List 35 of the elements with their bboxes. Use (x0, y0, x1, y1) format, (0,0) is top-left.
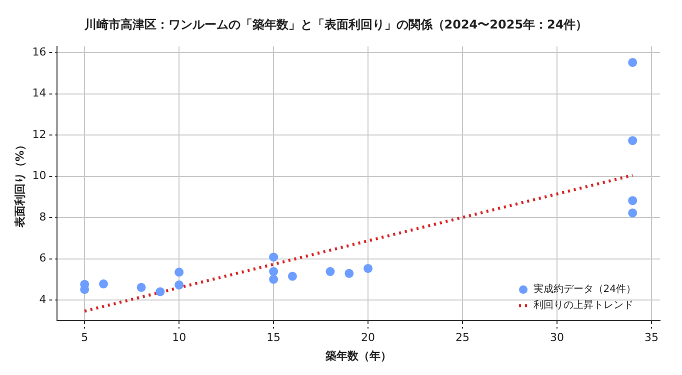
x-axis-title: 築年数（年） (324, 349, 392, 362)
point (269, 274, 278, 284)
point (98, 279, 108, 288)
y-tick-label: 12 (32, 128, 46, 141)
legend-label: 実成約データ（24件） (533, 283, 636, 296)
point (326, 267, 335, 276)
chart-title: 川崎市高津区：ワンルームの「築年数」と「表面利回り」の関係（2024〜2025年：24件） (83, 17, 588, 32)
point (156, 287, 165, 296)
point (628, 208, 638, 218)
y-axis-title: 表面利回り（%） (13, 139, 26, 229)
y-tick-label: 10 (32, 169, 46, 182)
y-tick-label: 8 (39, 210, 46, 224)
y-tick-label: 16 (32, 45, 46, 58)
y-tick-label: 6 (39, 252, 46, 265)
point (269, 267, 278, 276)
point (288, 272, 297, 281)
point (628, 136, 638, 146)
point (628, 196, 638, 206)
x-tick-label: 15 (266, 331, 281, 344)
x-tick-label: 35 (644, 331, 658, 344)
point (269, 252, 278, 262)
point (364, 264, 373, 273)
legend-label: 利回りの上昇トレンド (533, 299, 634, 312)
x-tick-label: 10 (172, 331, 186, 344)
y-tick-label: 4 (39, 292, 46, 306)
x-tick-label: 25 (456, 331, 470, 344)
point (628, 58, 638, 67)
x-tick-label: 5 (81, 331, 88, 344)
point (174, 268, 184, 277)
point (136, 282, 146, 292)
x-tick-label: 30 (550, 331, 564, 344)
x-tick-label: 20 (361, 331, 376, 344)
point (174, 280, 184, 290)
y-tick-label: 14 (32, 86, 46, 100)
point (344, 268, 354, 278)
